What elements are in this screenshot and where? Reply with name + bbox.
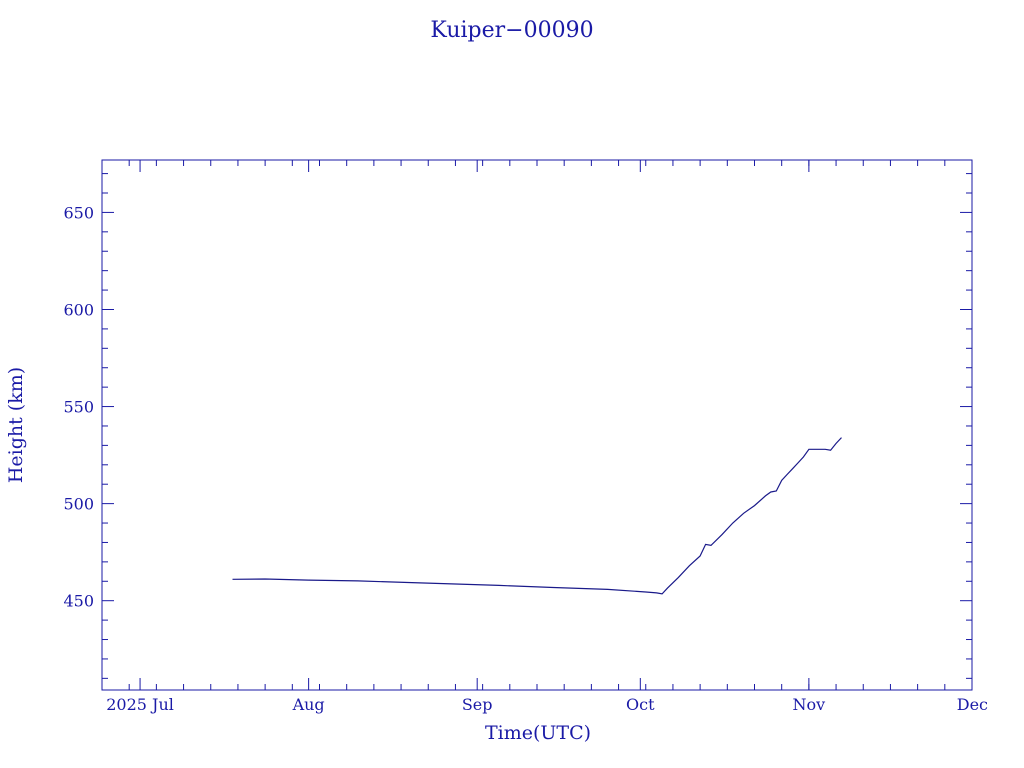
x-tick-label: Sep xyxy=(462,695,493,714)
y-tick-label: 550 xyxy=(63,398,94,417)
x-axis-label: Time(UTC) xyxy=(485,722,591,744)
y-tick-label: 500 xyxy=(63,495,94,514)
y-tick-label: 600 xyxy=(63,300,94,319)
x-tick-label: 2025 Jul xyxy=(106,695,174,714)
x-tick-label: Dec xyxy=(957,695,988,714)
x-tick-label: Aug xyxy=(292,695,325,714)
series-group xyxy=(232,437,842,595)
plot-frame xyxy=(101,159,973,691)
y-axis-label: Height (km) xyxy=(5,367,27,483)
y-tick-label: 650 xyxy=(63,203,94,222)
y-tick-label: 450 xyxy=(63,592,94,611)
x-tick-label: Nov xyxy=(793,695,826,714)
series-line-0 xyxy=(232,437,842,595)
chart-title: Kuiper−00090 xyxy=(430,18,593,43)
tick-labels: 450 500 550 600 650 2025 Jul Aug Sep Oct Nov Dec xyxy=(63,203,988,714)
axis-ticks xyxy=(102,160,973,690)
x-tick-label: Oct xyxy=(626,695,655,714)
